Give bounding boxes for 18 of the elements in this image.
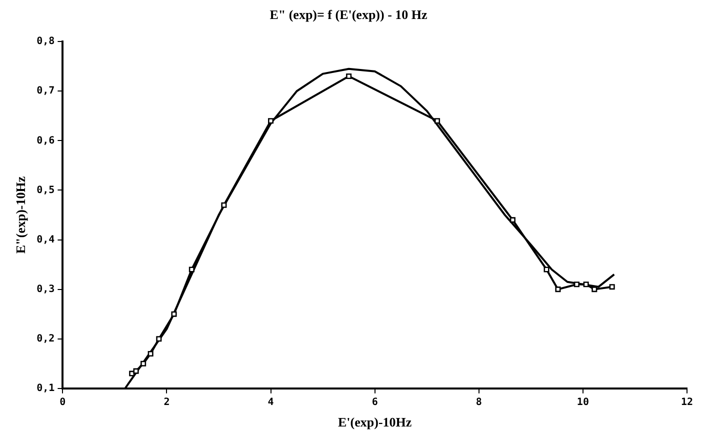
y-axis-title: E"(exp)-10Hz <box>13 176 28 254</box>
x-tick-label: 8 <box>476 396 482 408</box>
y-tick-label: 0,6 <box>36 135 55 146</box>
y-tick-label: 0,1 <box>36 382 55 394</box>
chart-title: E" (exp)= f (E'(exp)) - 10 Hz <box>270 7 428 22</box>
y-tick-label: 0,2 <box>36 333 55 344</box>
y-tick-label: 0,7 <box>36 86 55 97</box>
x-tick-label: 4 <box>268 396 274 408</box>
x-tick-label: 0 <box>60 396 66 408</box>
x-tick-label: 2 <box>164 396 170 408</box>
y-tick-label: 0,4 <box>36 234 55 246</box>
x-tick-label: 10 <box>576 396 589 408</box>
y-tick-label: 0,8 <box>36 36 55 48</box>
y-tick-label: 0,3 <box>36 284 55 295</box>
y-tick-label: 0,5 <box>36 184 55 196</box>
x-tick-label: 6 <box>372 396 378 408</box>
x-tick-label: 12 <box>680 396 694 408</box>
x-axis-title: E'(exp)-10Hz <box>338 414 412 430</box>
